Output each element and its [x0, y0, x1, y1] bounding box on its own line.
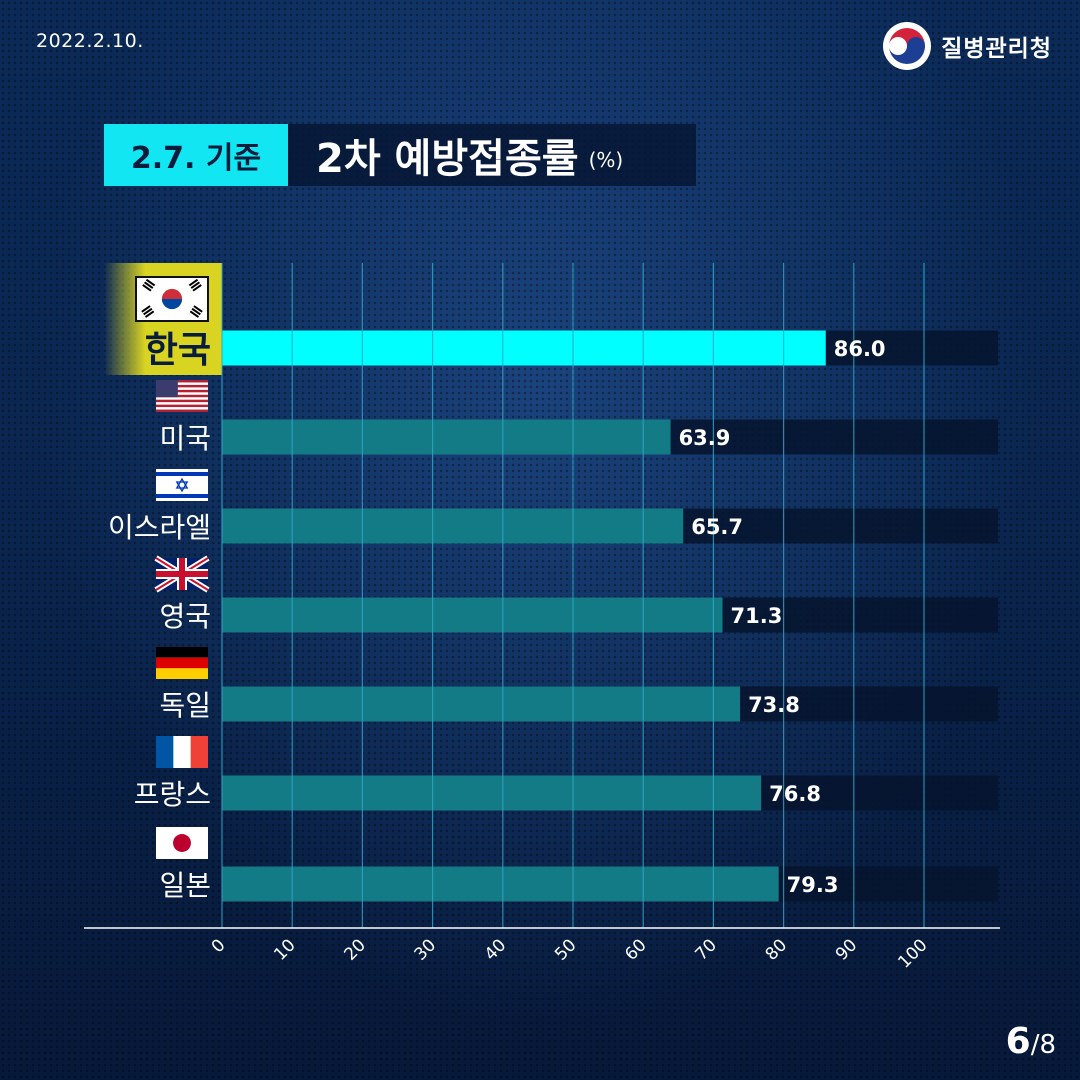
agency-name: 질병관리청: [941, 36, 1052, 62]
value-label: 71.3: [731, 604, 783, 628]
value-label: 73.8: [748, 693, 800, 717]
title-unit: (%): [588, 148, 624, 172]
page-indicator: 6 /8: [1006, 1021, 1056, 1062]
germany-flag-icon: [156, 647, 208, 679]
japan-flag-icon: [156, 827, 208, 859]
israel-flag-icon: [156, 469, 208, 501]
page-current: 6: [1005, 1021, 1031, 1062]
x-tick-label: 90: [832, 935, 861, 964]
category-label: 프랑스: [134, 778, 211, 811]
value-label: 86.0: [834, 337, 886, 361]
x-tick-label: 100: [894, 935, 931, 972]
kdca-emblem-icon: [883, 22, 932, 70]
x-tick-label: 80: [762, 935, 791, 964]
x-tick-label: 0: [208, 935, 230, 957]
bar-3: [222, 597, 723, 633]
value-label: 65.7: [691, 515, 743, 539]
bar-1: [222, 419, 671, 455]
bar-5: [222, 775, 762, 811]
usa-flag-icon: [156, 380, 208, 412]
category-label: 이스라엘: [108, 511, 211, 544]
page-total: /8: [1030, 1030, 1056, 1060]
value-label: 76.8: [769, 782, 821, 806]
value-label: 79.3: [787, 873, 839, 897]
value-label: 63.9: [679, 426, 731, 450]
title-text: 2차 예방접종률: [316, 136, 579, 182]
chart-title: 2.7. 기준 2차 예방접종률 (%): [104, 124, 696, 186]
x-tick-label: 40: [481, 935, 510, 964]
bar-0: [222, 330, 826, 366]
x-tick-label: 50: [551, 935, 580, 964]
korea-flag-icon: [135, 276, 209, 322]
x-tick-label: 70: [691, 935, 720, 964]
x-tick-label: 10: [270, 935, 299, 964]
category-label: 일본: [159, 869, 211, 902]
category-label: 영국: [159, 600, 211, 633]
title-date-tag: 2.7. 기준: [104, 124, 288, 186]
uk-flag-icon: [154, 555, 210, 593]
x-tick-label: 30: [411, 935, 440, 964]
agency-logo: 질병관리청: [883, 22, 1052, 70]
france-flag-icon: [156, 736, 208, 768]
category-label: 한국: [145, 330, 211, 371]
category-label: 독일: [159, 689, 211, 722]
bar-2: [222, 508, 684, 544]
date-label: 2022.2.10.: [36, 30, 144, 52]
title-main-box: 2차 예방접종률 (%): [288, 124, 696, 186]
bar-6: [222, 866, 779, 902]
category-label: 미국: [159, 422, 211, 455]
x-tick-label: 60: [621, 935, 650, 964]
x-tick-label: 20: [340, 935, 369, 964]
bar-4: [222, 686, 741, 722]
